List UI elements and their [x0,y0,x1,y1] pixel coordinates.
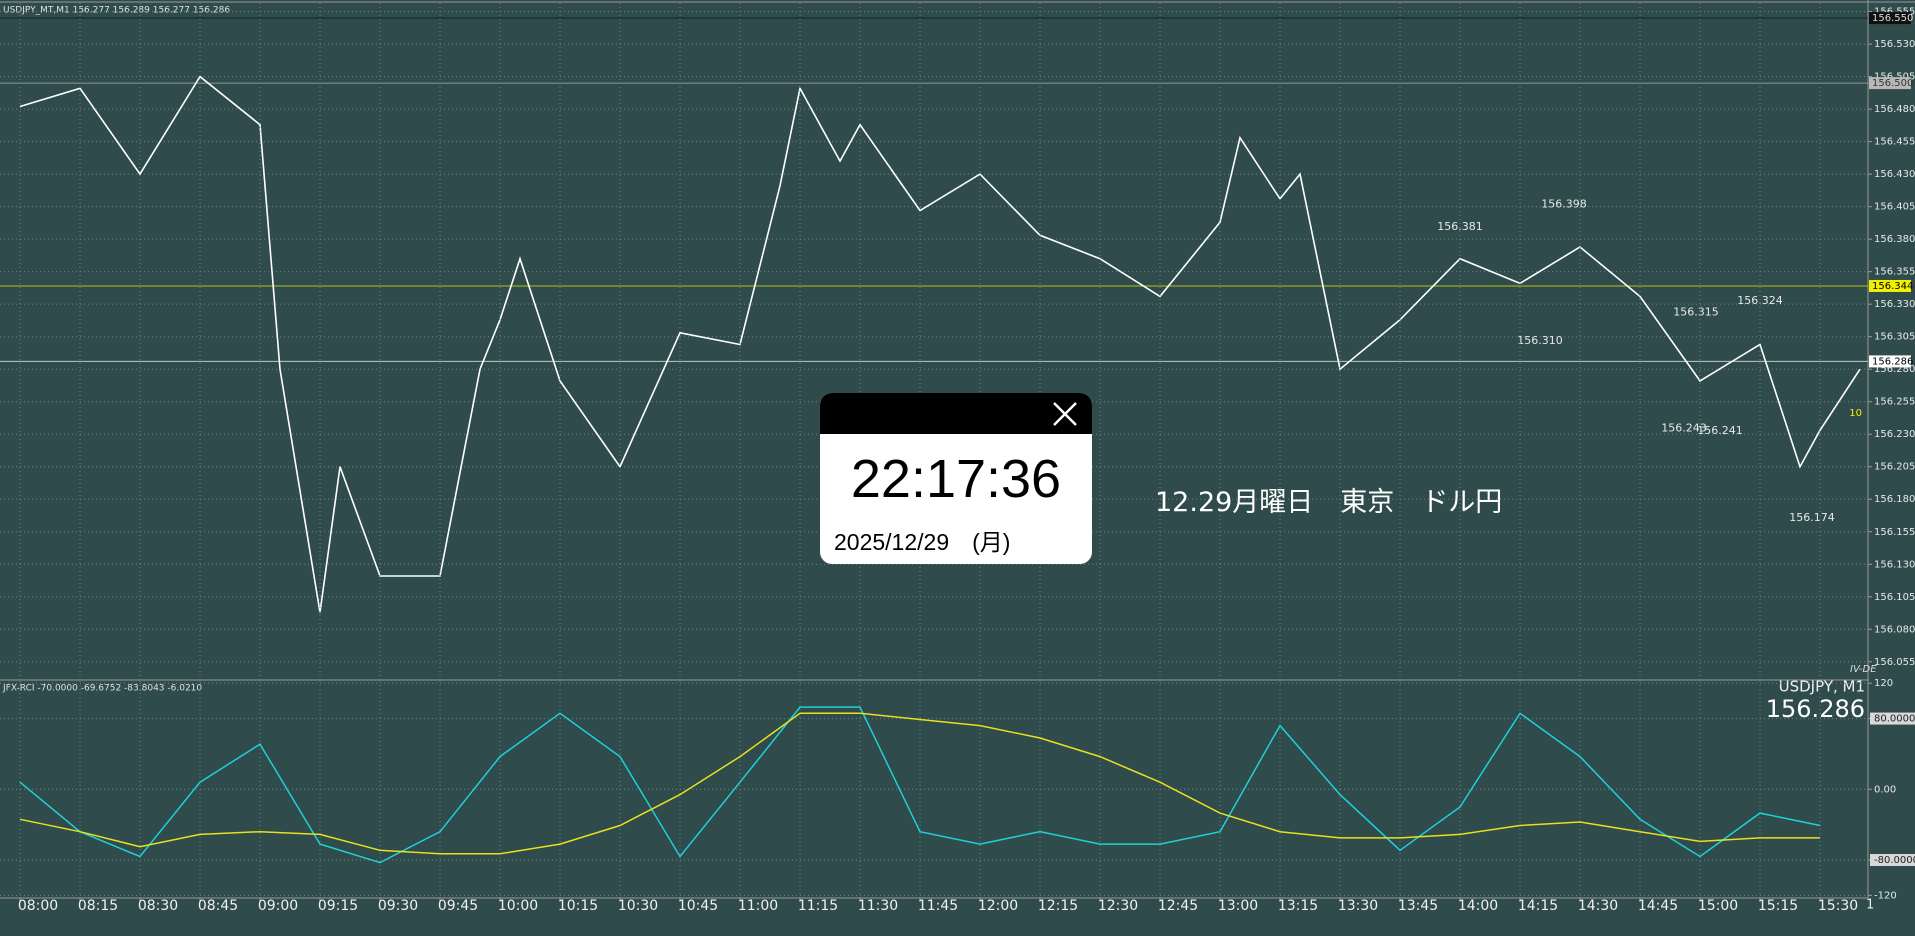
y-tick-label: -120 [1874,890,1897,901]
x-tick-label: 08:15 [78,898,118,914]
logo: IV-DE [1850,664,1877,675]
x-tick-label: 15:30 [1818,898,1858,914]
x-tick-label: 12:15 [1038,898,1078,914]
price-marker-label: 156.500 [1872,78,1913,89]
price-marker-box [1869,355,1911,368]
clock-time: 22:17:36 [850,449,1062,509]
clock-date: 2025/12/29 (月) [834,529,1011,555]
x-tick-label: 11:15 [798,898,838,914]
x-end-label: 1 [1866,898,1874,913]
close-button[interactable] [1050,399,1080,429]
x-tick-label: 14:15 [1518,898,1558,914]
series-line [19,712,1820,855]
x-tick-label: 13:45 [1398,898,1438,914]
tick-box [1870,853,1915,866]
tick-box [1870,712,1915,725]
price-marker-label: 156.550 [1872,13,1913,24]
y-tick-label: 156.405 [1874,202,1915,213]
y-tick-label: 156.080 [1874,624,1915,635]
y-tick-label: 80.0000 [1874,714,1915,725]
x-tick-label: 09:30 [378,898,418,914]
x-tick-label: 10:00 [498,898,538,914]
y-tick-label: 156.130 [1874,559,1915,570]
y-tick-label: 156.280 [1874,364,1915,375]
x-tick-label: 14:00 [1458,898,1498,914]
x-tick-label: 12:00 [978,898,1018,914]
y-tick-label: 156.230 [1874,429,1915,440]
y-tick-label: 156.455 [1874,137,1915,148]
y-tick-label: -80.0000 [1874,855,1915,866]
price-annotation: 156.398 [1541,198,1587,211]
y-tick-label: 156.480 [1874,104,1915,115]
clock-popup: 22:17:36 2025/12/29 (月) [820,393,1092,564]
side-label: 10 [1849,408,1862,419]
price-annotation: 156.243 [1661,421,1707,434]
x-tick-label: 08:45 [198,898,238,914]
price-marker-box [1869,279,1911,292]
x-tick-label: 11:30 [858,898,898,914]
y-tick-label: 156.505 [1874,72,1915,83]
y-tick-label: 156.105 [1874,592,1915,603]
price-annotation: 156.381 [1437,220,1483,233]
x-tick-label: 14:45 [1638,898,1678,914]
price-marker-box [1869,77,1911,90]
price-marker-box [1869,12,1911,25]
price-annotation: 156.324 [1737,294,1783,307]
y-tick-label: 156.555 [1874,7,1915,18]
price-marker-label: 156.344 [1872,281,1913,292]
x-tick-label: 09:45 [438,898,478,914]
x-tick-label: 15:00 [1698,898,1738,914]
y-tick-label: 0.00 [1874,784,1896,795]
x-tick-label: 09:00 [258,898,298,914]
x-tick-label: 11:45 [918,898,958,914]
y-tick-label: 156.355 [1874,267,1915,278]
x-tick-label: 13:15 [1278,898,1318,914]
x-tick-label: 09:15 [318,898,358,914]
price-marker-label: 156.286 [1872,356,1913,367]
main-title: USDJPY_MT,M1 156.277 156.289 156.277 156… [3,6,230,16]
price-annotation: 156.241 [1697,424,1743,437]
popup-header [820,393,1092,434]
price-annotation: 156.310 [1517,334,1563,347]
y-tick-label: 120 [1874,678,1893,689]
x-tick-label: 10:15 [558,898,598,914]
series-line [19,706,1821,864]
rci-title: JFX-RCI -70.0000 -69.6752 -83.8043 -6.02… [2,684,202,694]
x-tick-label: 12:30 [1098,898,1138,914]
y-tick-label: 156.305 [1874,332,1915,343]
y-tick-label: 156.180 [1874,494,1915,505]
y-tick-label: 156.530 [1874,39,1915,50]
x-tick-label: 13:30 [1338,898,1378,914]
x-tick-label: 08:00 [18,898,58,914]
x-tick-label: 10:30 [618,898,658,914]
y-tick-label: 156.380 [1874,234,1915,245]
overlay-text: 12.29月曜日 東京 ドル円 [1155,487,1503,518]
y-tick-label: 156.255 [1874,397,1915,408]
x-tick-label: 12:45 [1158,898,1198,914]
x-tick-label: 10:45 [678,898,718,914]
y-tick-label: 156.055 [1874,657,1915,668]
series-line [19,75,1861,613]
x-tick-label: 13:00 [1218,898,1258,914]
x-tick-label: 08:30 [138,898,178,914]
y-tick-label: 156.205 [1874,462,1915,473]
price-annotation: 156.174 [1789,511,1835,524]
price-annotation: 156.315 [1673,306,1719,319]
x-tick-label: 15:15 [1758,898,1798,914]
symbol-label: USDJPY, M1 [1779,678,1865,696]
y-tick-label: 156.330 [1874,299,1915,310]
y-tick-label: 156.430 [1874,169,1915,180]
x-tick-label: 11:00 [738,898,778,914]
x-tick-label: 14:30 [1578,898,1618,914]
y-tick-label: 156.155 [1874,527,1915,538]
